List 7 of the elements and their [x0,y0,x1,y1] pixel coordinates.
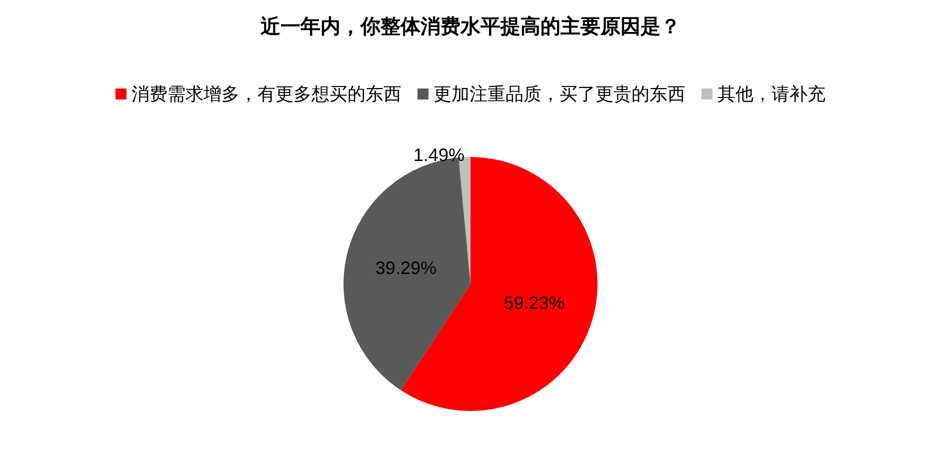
legend-label: 消费需求增多，有更多想买的东西 [132,84,402,104]
data-label: 39.29% [375,258,436,278]
data-label: 59.23% [504,293,565,313]
legend-label: 更加注重品质，买了更贵的东西 [434,84,686,104]
legend-label: 其他，请补充 [718,84,826,104]
chart-title: 近一年内，你整体消费水平提高的主要原因是？ [260,15,680,38]
data-label: 1.49% [413,145,464,166]
